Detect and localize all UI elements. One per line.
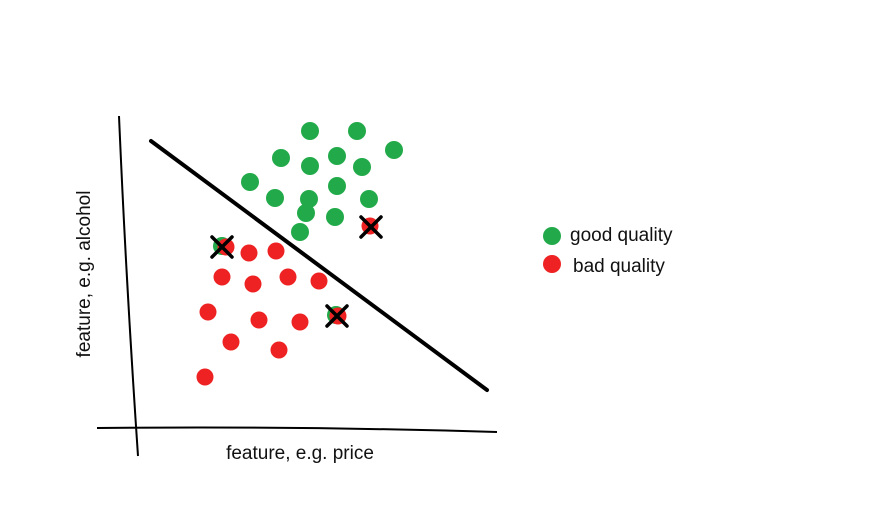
bad-quality-point [217, 238, 235, 256]
legend-bad-label: bad quality [573, 256, 665, 277]
good-quality-point [272, 149, 290, 167]
bad-quality-point [250, 311, 268, 329]
bad-quality-point [240, 244, 258, 262]
x-axis-label: feature, e.g. price [226, 443, 374, 464]
misclassified-cross [210, 235, 234, 259]
good-quality-point [301, 122, 319, 140]
y-axis-label: feature, e.g. alcohol [74, 191, 95, 358]
bad-quality-point [199, 303, 217, 321]
bad-quality-point [222, 333, 240, 351]
good-quality-point [297, 204, 315, 222]
bad-quality-point [310, 272, 328, 290]
legend: good quality bad quality [543, 225, 673, 277]
bad-quality-point [279, 268, 297, 286]
bad-quality-point [213, 268, 231, 286]
bad-quality-point [196, 368, 214, 386]
good-quality-point [291, 223, 309, 241]
good-quality-point [360, 190, 378, 208]
good-quality-point [241, 173, 259, 191]
good-quality-point [328, 147, 346, 165]
y-axis [118, 115, 139, 457]
good-quality-points [213, 122, 403, 324]
legend-bad-swatch [543, 255, 561, 273]
good-quality-point [301, 157, 319, 175]
good-quality-point [266, 189, 284, 207]
good-quality-point [385, 141, 403, 159]
good-quality-point [300, 190, 318, 208]
bad-quality-point [244, 275, 262, 293]
good-quality-point [328, 177, 346, 195]
bad-quality-point [267, 242, 285, 260]
decision-boundary-line [149, 139, 489, 392]
legend-good-swatch [543, 227, 561, 245]
x-axis [96, 426, 498, 433]
misclassified-cross [325, 304, 349, 328]
bad-quality-point [270, 341, 288, 359]
good-quality-point [326, 208, 344, 226]
misclassified-marks [210, 215, 383, 328]
legend-good-label: good quality [570, 225, 673, 246]
bad-quality-point [291, 313, 309, 331]
misclassified-cross [359, 215, 383, 239]
good-quality-point [348, 122, 366, 140]
good-quality-point [353, 158, 371, 176]
